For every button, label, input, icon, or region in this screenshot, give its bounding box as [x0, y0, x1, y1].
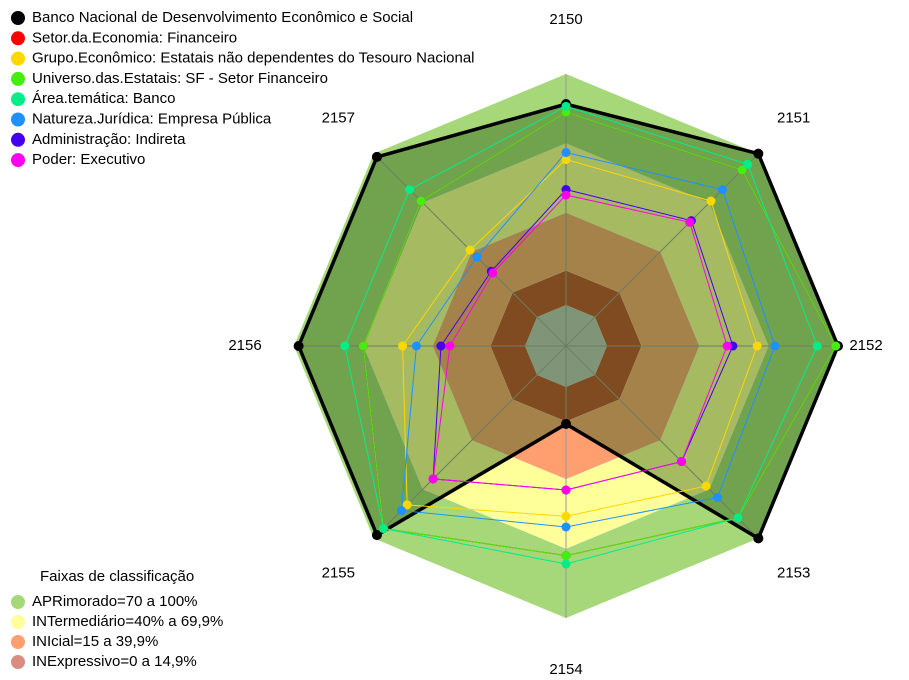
legend-marker [11, 11, 25, 25]
series-point [445, 341, 455, 351]
series-point [561, 522, 571, 532]
axis-label: 2154 [549, 661, 582, 678]
series-point [737, 165, 747, 175]
legend-marker [11, 71, 25, 86]
series-point [561, 559, 571, 569]
legend-label: Natureza.Jurídica: Empresa Pública [32, 110, 272, 127]
axis-label: 2151 [777, 109, 810, 126]
series-point [712, 492, 722, 502]
axis-label: 2155 [322, 565, 355, 582]
axis-label: 2153 [777, 565, 810, 582]
series-point [398, 341, 408, 351]
series-point [561, 551, 571, 561]
axis-label: 2157 [322, 109, 355, 126]
legend-marker [11, 92, 25, 107]
series-point [743, 159, 753, 169]
series-point [402, 500, 412, 510]
legend-marker [11, 132, 25, 147]
series-point [358, 341, 368, 351]
series-point [428, 474, 438, 484]
series-point [436, 341, 446, 351]
band-legend-label: INIcial=15 a 39,9% [32, 633, 158, 650]
series-point [561, 511, 571, 521]
band-legend-title: Faixas de classificação [40, 568, 194, 585]
legend-label: Universo.das.Estatais: SF - Setor Financ… [32, 70, 328, 87]
series-point [371, 530, 382, 541]
series-point [812, 341, 822, 351]
band-legend-label: APRimorado=70 a 100% [32, 593, 198, 610]
series-point [561, 485, 571, 495]
series-point [753, 533, 764, 544]
series-point [488, 268, 498, 278]
band-legend-marker [11, 655, 25, 669]
series-point [701, 481, 711, 491]
series-point [411, 341, 421, 351]
band-legend-label: INExpressivo=0 a 14,9% [32, 653, 197, 670]
series-point [405, 185, 415, 195]
series-point [717, 185, 727, 195]
series-point [733, 513, 743, 523]
series-point [371, 151, 382, 162]
series-point [472, 252, 482, 262]
legend-label: Banco Nacional de Desenvolvimento Econôm… [32, 9, 413, 26]
series-point [706, 196, 716, 206]
legend-label: Setor.da.Economia: Financeiro [32, 29, 237, 46]
series-point [561, 418, 571, 429]
series-point [770, 341, 780, 351]
axis-label: 2150 [549, 11, 582, 28]
axis-line [565, 345, 759, 539]
series-point [685, 217, 695, 227]
series-point [753, 148, 764, 159]
band-legend-label: INTermediário=40% a 69,9% [32, 613, 223, 630]
axis-label: 2152 [849, 337, 882, 354]
series-point [722, 341, 732, 351]
legend-label: Administração: Indireta [32, 131, 186, 148]
legend-marker [11, 31, 25, 46]
legend-label: Grupo.Econômico: Estatais não dependente… [32, 50, 475, 67]
band-legend-marker [11, 595, 25, 609]
series-point [396, 506, 406, 516]
legend-label: Área.temática: Banco [32, 90, 175, 107]
axis-line [565, 153, 759, 347]
series-point [416, 196, 426, 206]
series-point [677, 457, 687, 467]
series-point [465, 245, 475, 255]
series-point [752, 341, 762, 351]
axis-label: 2156 [228, 337, 261, 354]
band-legend-marker [11, 615, 25, 629]
series-point [831, 341, 841, 351]
legend-marker [11, 112, 25, 127]
series-point [561, 190, 571, 200]
band-legend-marker [11, 635, 25, 649]
series-point [561, 101, 571, 111]
series-point [293, 341, 304, 351]
legend-marker [11, 51, 25, 66]
series-point [378, 524, 388, 534]
legend-marker [11, 153, 25, 168]
legend-label: Poder: Executivo [32, 151, 145, 168]
series-point [340, 341, 350, 351]
series-point [561, 154, 571, 164]
series-point [561, 148, 571, 158]
